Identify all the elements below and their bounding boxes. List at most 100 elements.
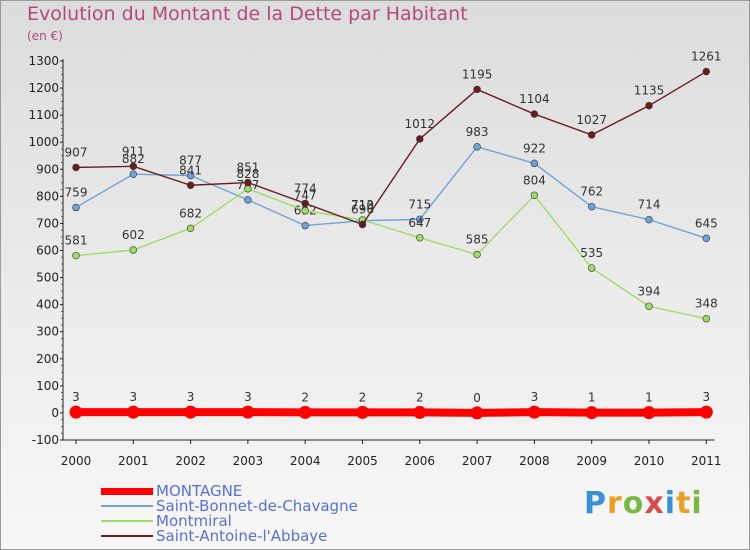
data-label: 3	[702, 390, 710, 404]
data-label: 747	[294, 189, 317, 203]
data-label: 3	[531, 390, 539, 404]
data-label: 774	[294, 181, 317, 195]
data-point	[186, 181, 195, 189]
data-point	[645, 215, 653, 224]
y-tick-label: 1100	[28, 108, 59, 122]
data-label: 1	[588, 391, 596, 405]
legend-label: Montmiral	[156, 512, 232, 530]
data-point	[244, 185, 252, 193]
data-point	[530, 159, 539, 168]
data-point	[530, 110, 539, 118]
x-tick-label: 2001	[118, 454, 149, 468]
data-label: 1195	[462, 67, 493, 81]
brand-logo: Proxiti	[584, 486, 703, 521]
data-point	[184, 405, 198, 419]
data-label: 1261	[691, 50, 722, 64]
legend-swatch	[101, 520, 153, 522]
x-tick-label: 2010	[634, 454, 665, 468]
y-tick-label: 1300	[28, 54, 59, 68]
y-tick-label: 700	[36, 216, 59, 230]
brand-letter: o	[622, 486, 645, 521]
x-tick-label: 2007	[462, 454, 493, 468]
data-label: 1012	[405, 117, 436, 131]
data-label: 2	[301, 390, 309, 404]
data-label: 3	[244, 390, 252, 404]
data-label: 922	[523, 141, 546, 155]
y-tick-label: 400	[36, 298, 59, 312]
data-point	[413, 405, 427, 419]
brand-letter: i	[691, 486, 703, 521]
legend-swatch	[101, 535, 153, 537]
series-line	[75, 70, 707, 226]
y-tick-label: 600	[36, 244, 59, 258]
data-point	[587, 264, 596, 272]
data-label: 682	[179, 206, 202, 220]
data-point	[645, 101, 653, 110]
y-tick-label: 300	[36, 325, 59, 339]
x-tick-label: 2006	[405, 454, 436, 468]
brand-letter: P	[584, 486, 607, 521]
data-point	[527, 405, 541, 419]
data-label: 911	[122, 144, 145, 158]
data-point	[72, 203, 80, 212]
data-label: 907	[65, 145, 88, 159]
y-tick-label: 1200	[28, 81, 59, 95]
y-tick-label: 200	[36, 352, 59, 366]
data-point	[72, 251, 80, 260]
legend-label: Saint-Antoine-l'Abbaye	[156, 527, 328, 545]
x-tick-label: 2011	[691, 454, 722, 468]
data-label: 394	[638, 284, 661, 298]
data-label: 535	[580, 246, 603, 260]
x-tick-label: 2003	[233, 454, 264, 468]
data-point	[416, 135, 424, 143]
brand-letter: r	[607, 486, 623, 521]
data-point	[72, 163, 80, 172]
data-point	[358, 220, 367, 229]
legend-label: Saint-Bonnet-de-Chavagne	[156, 497, 358, 515]
chart-title: Evolution du Montant de la Dette par Hab…	[27, 3, 468, 25]
legend-swatch	[101, 488, 153, 495]
data-point	[473, 250, 481, 259]
data-label: 1027	[576, 113, 607, 127]
data-point	[470, 406, 484, 420]
brand-letter: t	[676, 486, 692, 521]
data-point	[473, 143, 481, 151]
data-point	[129, 246, 138, 254]
data-label: 581	[65, 234, 88, 248]
legend-label: MONTAGNE	[156, 482, 243, 500]
y-tick-label: 100	[36, 379, 59, 393]
y-tick-label: -100	[32, 433, 59, 447]
data-point	[416, 215, 424, 224]
data-point	[416, 234, 424, 242]
data-label: 713	[351, 198, 374, 212]
data-label: 645	[695, 216, 718, 230]
data-label: 3	[72, 390, 80, 404]
series-line	[72, 408, 711, 417]
y-tick-label: 1000	[28, 135, 59, 149]
data-label: 696	[351, 203, 374, 217]
data-label: 710	[351, 199, 374, 213]
data-label: 0	[473, 391, 481, 405]
x-tick-label: 2002	[175, 454, 206, 468]
data-label: 841	[179, 163, 202, 177]
data-label: 602	[122, 228, 145, 242]
data-label: 714	[638, 198, 661, 212]
data-point	[301, 207, 309, 215]
brand-letter: x	[644, 486, 665, 521]
x-tick-label: 2005	[347, 454, 378, 468]
data-label: 877	[179, 154, 202, 168]
data-point	[642, 406, 656, 420]
data-point	[587, 131, 596, 139]
data-label: 1135	[634, 84, 665, 98]
data-label: 3	[129, 390, 137, 404]
data-label: 759	[65, 185, 88, 199]
data-label: 715	[408, 197, 431, 211]
data-label: 3	[187, 390, 195, 404]
series-line	[75, 146, 707, 240]
y-tick-label: 0	[51, 406, 59, 420]
data-label: 1104	[519, 92, 550, 106]
legend-swatch	[101, 505, 153, 507]
data-point	[186, 171, 195, 180]
